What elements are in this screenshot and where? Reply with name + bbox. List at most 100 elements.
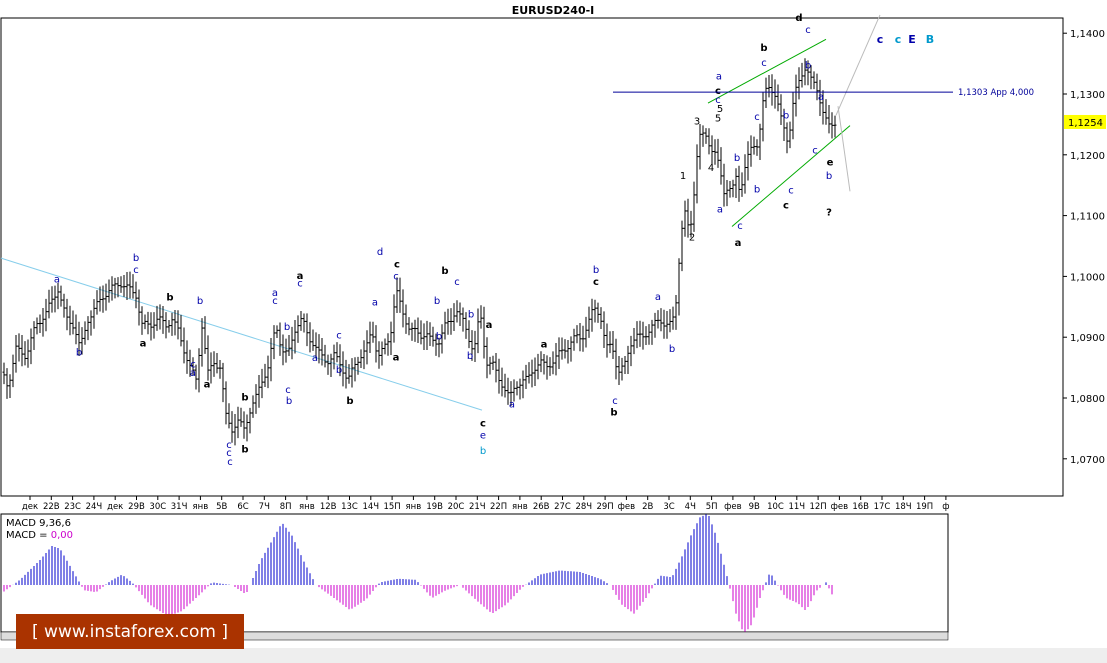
ohlc-bar: [416, 317, 420, 343]
ohlc-bar: [287, 334, 291, 357]
ohlc-bar: [305, 313, 309, 347]
ohlc-bar: [458, 302, 462, 326]
ohlc-bar: [401, 289, 405, 328]
ohlc-bar: [512, 379, 516, 402]
ohlc-bar: [167, 319, 171, 333]
ohlc-bar: [752, 136, 756, 155]
time-tick-label: 8П: [280, 502, 292, 512]
ohlc-bar: [557, 337, 561, 369]
ohlc-bar: [104, 283, 108, 311]
ohlc-bar: [53, 285, 57, 313]
ohlc-bar: [677, 258, 681, 316]
ohlc-bar: [230, 411, 234, 443]
ohlc-bar: [41, 307, 45, 337]
ohlc-bar: [632, 328, 636, 355]
ohlc-bar: [578, 322, 582, 352]
ohlc-bar: [716, 138, 720, 168]
ohlc-bar: [386, 333, 390, 356]
wave-label: b: [434, 296, 440, 307]
wave-label: 3: [694, 116, 700, 127]
ohlc-bar: [242, 411, 246, 439]
ohlc-bar: [149, 312, 153, 341]
ohlc-bar: [491, 355, 495, 371]
ohlc-bar: [743, 154, 747, 194]
macd-value-label: MACD = 0,00: [6, 530, 73, 541]
wave-label: b: [754, 184, 760, 195]
wave-label: a: [509, 400, 515, 411]
ohlc-bar: [440, 324, 444, 354]
macd-label: MACD 9,36,6: [6, 518, 71, 529]
scroll-strip[interactable]: [0, 631, 949, 641]
wave-label: a: [140, 338, 147, 349]
top-right-label: c: [877, 33, 884, 46]
ohlc-bar: [584, 316, 588, 348]
ohlc-bar: [191, 357, 195, 376]
wave-label: b: [669, 344, 675, 355]
time-tick-label: 18Ч: [895, 502, 912, 512]
price-axis: 1,1400 1,1300 1,1200 1,1100 1,1000 1,0900 1,08…: [1063, 29, 1105, 466]
price-bars: [2, 58, 837, 446]
ohlc-bar: [437, 337, 441, 358]
time-tick-label: 22П: [490, 502, 507, 512]
wave-label: b: [734, 153, 740, 164]
wave-label: a: [297, 271, 304, 282]
ohlc-bar: [503, 373, 507, 398]
time-tick-label: янв: [299, 502, 315, 512]
wave-label: d: [377, 247, 383, 258]
watermark-bg: [16, 614, 244, 649]
ohlc-bar: [251, 395, 255, 418]
ohlc-bar: [533, 357, 537, 387]
ohlc-bar: [764, 77, 768, 108]
ohlc-bar: [560, 337, 564, 360]
ohlc-bar: [317, 334, 321, 364]
ohlc-bar: [122, 275, 126, 297]
time-tick-label: фев: [724, 502, 742, 512]
ohlc-bar: [380, 341, 384, 366]
ohlc-bar: [89, 310, 93, 336]
wave-label: a: [735, 238, 742, 249]
wave-label: c: [336, 330, 342, 341]
ohlc-bar: [788, 121, 792, 149]
ohlc-bar: [314, 332, 318, 359]
ohlc-bar: [344, 359, 348, 389]
ohlc-bar: [449, 308, 453, 335]
ohlc-bar: [95, 290, 99, 315]
ohlc-bar: [629, 335, 633, 367]
wave-labels: abbcbabcaabcccbaccbacbacbbadccabbcbbbace…: [54, 13, 834, 468]
wave-label: a: [372, 298, 378, 309]
watermark-logo: [ www.instaforex.com ]: [16, 614, 244, 649]
wave-label: c: [761, 58, 767, 69]
ohlc-bar: [20, 334, 24, 367]
ohlc-bar: [668, 309, 672, 333]
time-tick-label: 29В: [128, 502, 145, 512]
projection-down: [837, 106, 851, 192]
ohlc-bar: [224, 381, 228, 425]
ohlc-bar: [365, 330, 369, 365]
ohlc-bar: [734, 168, 738, 198]
ohlc-bar: [146, 311, 150, 335]
ohlc-bar: [641, 321, 645, 350]
ohlc-bar: [809, 65, 813, 90]
ohlc-bar: [227, 403, 231, 429]
ohlc-bar: [62, 293, 66, 318]
wave-label: b: [436, 332, 442, 343]
ohlc-bar: [434, 333, 438, 356]
price-tick-label: 1,1000: [1070, 272, 1105, 283]
ohlc-bar: [725, 180, 729, 207]
ohlc-bar: [338, 344, 342, 377]
ohlc-bar: [239, 407, 243, 427]
ohlc-bar: [398, 277, 402, 313]
ohlc-bar: [221, 362, 225, 403]
ohlc-bar: [593, 299, 597, 323]
wave-label: c: [715, 95, 721, 106]
price-tick-label: 1,1300: [1070, 90, 1105, 101]
wave-label: c: [715, 86, 721, 97]
ohlc-bar: [35, 317, 39, 335]
ohlc-bar: [524, 364, 528, 389]
ohlc-bar: [308, 322, 312, 353]
wave-label: a: [486, 320, 493, 331]
ohlc-bar: [761, 92, 765, 142]
time-tick-label: ф: [942, 502, 949, 512]
ohlc-bar: [791, 92, 795, 140]
